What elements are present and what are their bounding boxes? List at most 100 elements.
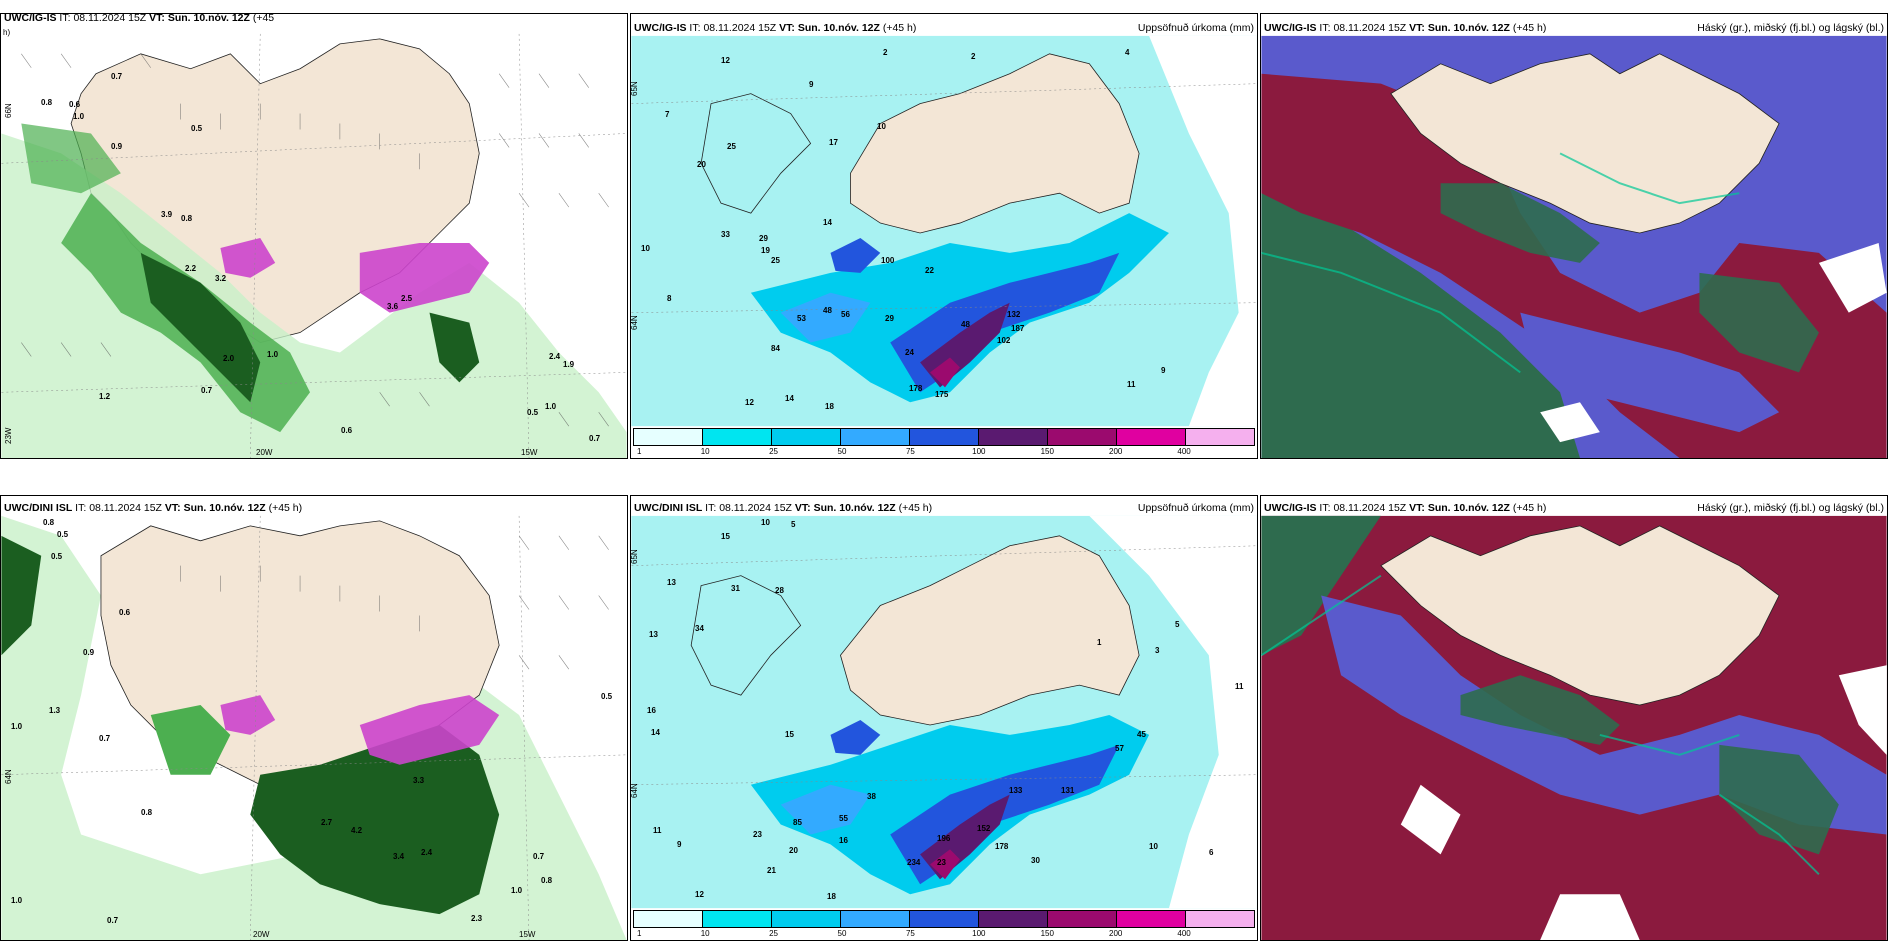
- precip-colorbar: 1 10 25 50 75 100 150 200 400: [633, 910, 1255, 938]
- land-area: [850, 53, 1140, 234]
- snow-value: 0.7: [107, 916, 119, 925]
- precip-value: 6: [1209, 848, 1214, 857]
- snow-pink-glacier: [359, 242, 490, 313]
- snow-value: 0.5: [527, 408, 539, 417]
- precip-white: [1149, 35, 1257, 427]
- lat-label: 64N: [630, 315, 639, 330]
- colorbar-swatch: [1186, 911, 1254, 927]
- field-title: Uppsöfnuð úrkoma (mm): [1137, 502, 1254, 514]
- precip-value: 12: [745, 398, 754, 407]
- precip-value: 5: [791, 520, 796, 529]
- colorbar-tick: 50: [837, 929, 847, 938]
- snow-value: 0.5: [57, 530, 69, 539]
- vt-label: VT:: [1409, 22, 1425, 34]
- snow-value: 0.5: [51, 552, 63, 561]
- colorbar-swatch: [1186, 429, 1254, 445]
- precip-magenta: [930, 357, 960, 388]
- colorbar-swatch: [979, 911, 1048, 927]
- map-panel-clouds-ig-2: UWC/IG-IS IT: 08.11.2024 15Z VT: Sun. 10…: [1260, 495, 1888, 941]
- cloud-high-sw: [1261, 193, 1580, 458]
- precip-value: 15: [785, 730, 794, 739]
- clear-sky-east: [1818, 242, 1887, 313]
- clear-sky-east: [1838, 665, 1887, 755]
- precip-value: 29: [885, 314, 894, 323]
- precip-value: 152: [977, 824, 991, 833]
- precip-value: 11: [1127, 380, 1136, 389]
- snow-pink-west: [220, 695, 276, 735]
- snow-value: 2.3: [471, 914, 483, 923]
- lat-label: 66N: [4, 103, 13, 118]
- vt-label: VT:: [149, 13, 165, 24]
- precip-magenta: [930, 849, 960, 880]
- high-cloud-edge: [1261, 152, 1740, 374]
- valid-time: Sun. 10.nóv. 12Z: [813, 502, 896, 514]
- precip-value: 9: [677, 840, 682, 849]
- lead-time: (+45 h): [1512, 502, 1547, 514]
- colorbar-swatch: [979, 429, 1048, 445]
- snow-value: 0.7: [111, 72, 123, 81]
- precip-value: 178: [995, 842, 1009, 851]
- vt-label: VT:: [779, 22, 795, 34]
- init-time: 08.11.2024 15Z: [719, 502, 792, 514]
- colorbar-swatch: [703, 429, 772, 445]
- snow-green-dark: [250, 724, 500, 915]
- model-label: UWC/IG-IS: [1264, 22, 1317, 34]
- model-label: UWC/IG-IS: [634, 22, 687, 34]
- colorbar-tick: 10: [700, 447, 710, 456]
- panel-header: UWC/DINI ISL IT: 08.11.2024 15Z VT: Sun.…: [1, 498, 627, 518]
- precip-blue-west: [830, 719, 881, 755]
- precip-value: 33: [721, 230, 730, 239]
- precip-value: 56: [841, 310, 850, 319]
- lon-label: 23W: [4, 427, 13, 444]
- precip-value: 55: [839, 814, 848, 823]
- colorbar-tick: 100: [972, 447, 986, 456]
- precip-blue: [780, 784, 871, 835]
- colorbar-swatch: [910, 911, 979, 927]
- map-panel-snow-dini: UWC/DINI ISL IT: 08.11.2024 15Z VT: Sun.…: [0, 495, 628, 941]
- precip-value: 15: [721, 532, 730, 541]
- lead-time: (+45 h): [882, 22, 917, 34]
- snow-green-dark-east: [429, 312, 480, 383]
- init-time: 08.11.2024 15Z: [1333, 22, 1407, 34]
- snow-green-mid: [150, 705, 231, 775]
- colorbar-tick: 150: [1040, 447, 1054, 456]
- snow-value: 0.7: [589, 434, 601, 443]
- precip-value: 102: [997, 336, 1011, 345]
- precip-value: 100: [881, 256, 895, 265]
- precip-value: 20: [789, 846, 798, 855]
- snow-value: 0.9: [83, 648, 95, 657]
- precip-value: 20: [697, 160, 706, 169]
- snow-value: 2.0: [223, 354, 235, 363]
- cloud-low: [1261, 73, 1887, 458]
- colorbar-swatch: [1117, 429, 1186, 445]
- lon-label: 20W: [256, 448, 273, 457]
- model-label: UWC/DINI ISL: [634, 502, 703, 514]
- precip-value: 3: [1155, 646, 1160, 655]
- colorbar-swatch: [634, 429, 703, 445]
- lead-time-wrap: h): [3, 28, 11, 37]
- precip-value: 17: [829, 138, 838, 147]
- precip-colorbar: 1 10 25 50 75 100 150 200 400: [633, 428, 1255, 456]
- precip-value: 45: [1137, 730, 1146, 739]
- lon-label: 20W: [253, 930, 270, 939]
- colorbar-tick: 400: [1177, 929, 1191, 938]
- lead-time: (+45: [252, 13, 275, 24]
- colorbar-swatch: [1048, 911, 1117, 927]
- precip-value: 234: [907, 858, 921, 867]
- snow-value: 0.9: [111, 142, 123, 151]
- lead-time: (+45 h): [898, 502, 933, 514]
- snow-value: 2.7: [321, 818, 333, 827]
- colorbar-swatch: [772, 429, 841, 445]
- lat-label: 65N: [630, 81, 639, 96]
- valid-time: Sun. 10.nóv. 12Z: [1427, 22, 1510, 34]
- precip-value: 14: [823, 218, 832, 227]
- snow-map: [1, 515, 627, 940]
- snow-value: 1.0: [11, 722, 23, 731]
- init-label: IT:: [705, 502, 717, 514]
- colorbar-tick: 50: [837, 447, 847, 456]
- init-label: IT:: [59, 13, 71, 24]
- cloud-map: [1261, 515, 1887, 940]
- precip-value: 187: [1011, 324, 1025, 333]
- init-label: IT:: [689, 22, 701, 34]
- cloud-high-green: [1440, 183, 1600, 263]
